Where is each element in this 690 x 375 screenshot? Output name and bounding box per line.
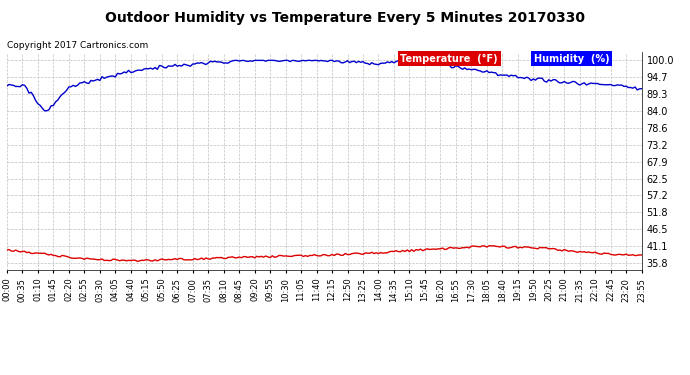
Text: Temperature  (°F): Temperature (°F) [400,54,498,64]
Text: Outdoor Humidity vs Temperature Every 5 Minutes 20170330: Outdoor Humidity vs Temperature Every 5 … [105,11,585,25]
Text: Humidity  (%): Humidity (%) [534,54,609,64]
Text: Copyright 2017 Cartronics.com: Copyright 2017 Cartronics.com [7,41,148,50]
